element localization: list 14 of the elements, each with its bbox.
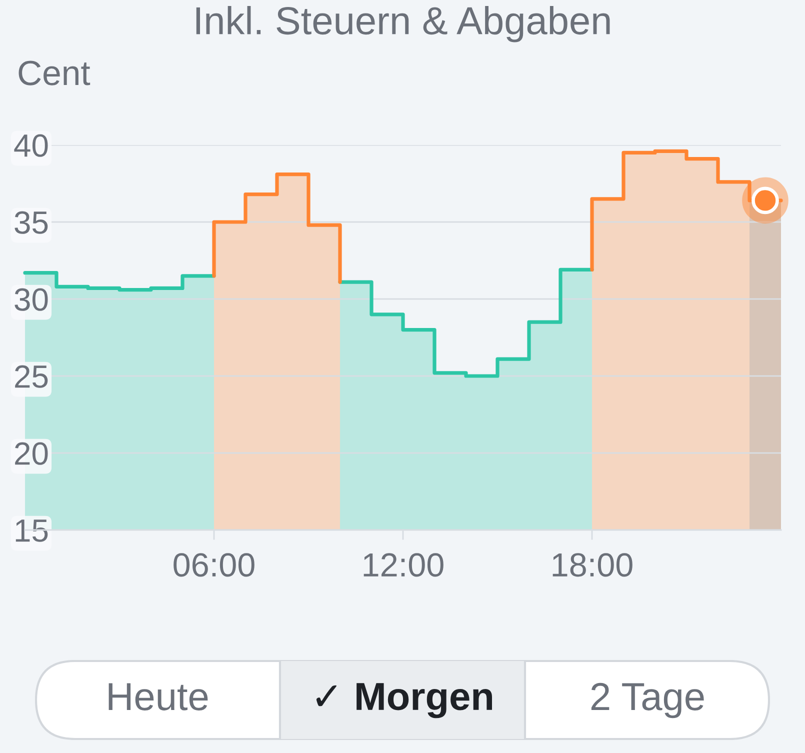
x-tick-label: 06:00 [174,553,254,577]
y-tick-label: 30 [14,288,48,311]
text: 2 Tage [591,682,704,718]
x-tick-label: 12:00 [364,553,444,577]
y-tick-label: 15 [16,520,48,542]
y-tick-label: 35 [14,211,48,234]
chart-title: Inkl. Steuern & Abgaben [196,6,610,42]
text: Heute [108,683,208,710]
y-tick-label: 25 [15,365,48,388]
y-tick-label: 40 [14,134,48,157]
y-tick-label: 20 [15,442,48,465]
text: ✓ Morgen [316,683,492,718]
x-tick-label: 18:00 [552,553,632,577]
y-axis-title: Cent [18,60,90,86]
